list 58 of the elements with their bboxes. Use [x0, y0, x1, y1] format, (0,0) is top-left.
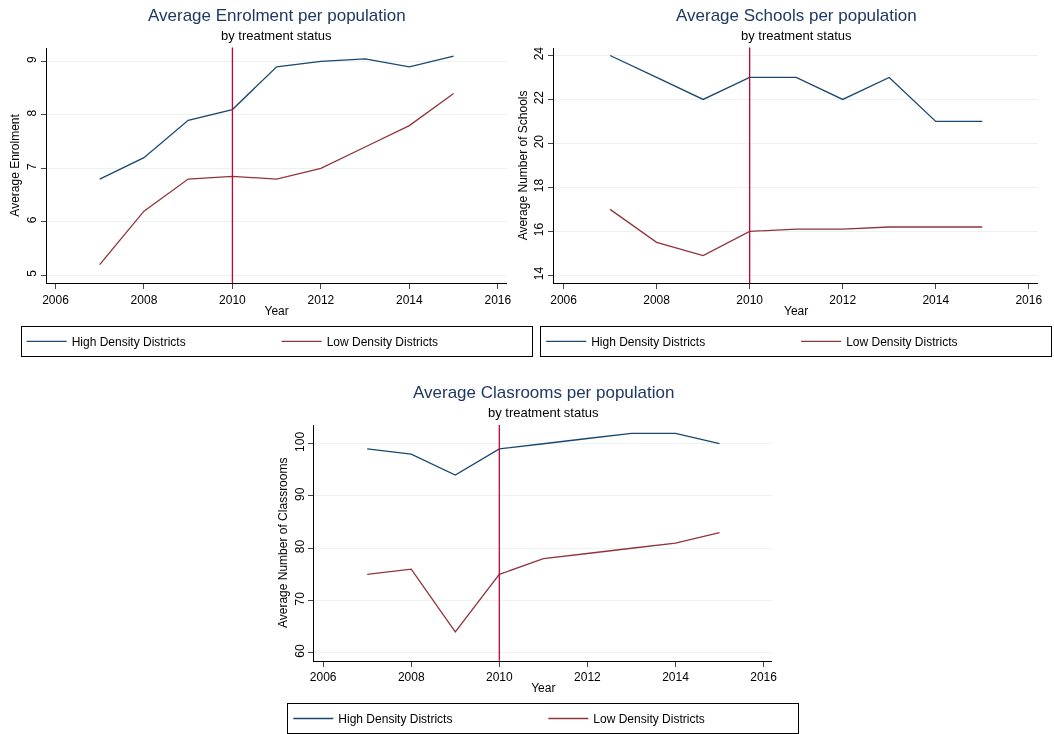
line-series [366, 531, 721, 633]
y-tick-label: 5 [24, 269, 39, 277]
y-tick-label: 7 [24, 162, 39, 170]
x-tick-label: 2012 [829, 292, 857, 307]
x-tick-label: 2008 [130, 292, 158, 307]
x-axis-title: Year [264, 303, 289, 318]
line-series [609, 208, 983, 257]
y-tick-label: 6 [24, 216, 39, 224]
y-axis-title: Average Number of Schools [515, 90, 530, 241]
y-tick-label: 16 [532, 222, 547, 237]
legend-label: Low Density Districts [326, 335, 439, 350]
x-axis-title: Year [531, 680, 556, 695]
y-tick-label: 14 [532, 266, 547, 281]
line-series [609, 54, 983, 123]
y-tick-label: 80 [292, 539, 307, 554]
x-tick-label: 2008 [397, 670, 425, 685]
x-tick-label: 2006 [309, 670, 337, 685]
x-tick-label: 2014 [396, 292, 424, 307]
legend-label: High Density Districts [338, 712, 453, 727]
line-series [366, 432, 721, 476]
y-tick-label: 24 [532, 46, 547, 61]
line-series [99, 55, 455, 180]
chart-title: Average Clasrooms per population [413, 383, 675, 402]
x-tick-label: 2010 [736, 292, 764, 307]
legend-label: Low Density Districts [593, 712, 705, 727]
y-tick-label: 70 [292, 591, 307, 606]
x-tick-label: 2012 [307, 292, 335, 307]
y-axis-title: Average Number of Classrooms [275, 457, 290, 629]
x-tick-label: 2016 [1015, 292, 1043, 307]
x-axis-title: Year [784, 303, 809, 318]
x-tick-label: 2010 [485, 670, 513, 685]
x-tick-label: 2016 [750, 670, 778, 685]
y-tick-label: 18 [532, 178, 547, 193]
y-tick-label: 90 [292, 487, 307, 501]
chart-title: Average Enrolment per population [148, 6, 406, 25]
legend-label: High Density Districts [71, 335, 186, 350]
y-tick-label: 60 [292, 644, 307, 658]
x-tick-label: 2010 [219, 292, 247, 307]
y-tick-label: 9 [24, 56, 39, 63]
legend-label: Low Density Districts [846, 335, 958, 350]
y-axis-title: Average Enrolment [8, 113, 23, 217]
y-tick-label: 100 [292, 431, 307, 452]
x-tick-label: 2016 [484, 292, 512, 307]
legend-label: High Density Districts [591, 335, 706, 350]
chart-subtitle: by treatment status [488, 405, 600, 420]
x-tick-label: 2006 [42, 292, 70, 307]
chart-subtitle: by treatment status [221, 28, 333, 43]
y-tick-label: 20 [532, 134, 547, 149]
line-series [99, 92, 455, 266]
x-tick-label: 2014 [922, 292, 950, 307]
y-tick-label: 22 [532, 90, 547, 105]
chart-title: Average Schools per population [676, 6, 917, 25]
x-tick-label: 2006 [550, 292, 578, 307]
x-tick-label: 2014 [662, 670, 690, 685]
chart-subtitle: by treatment status [741, 28, 853, 43]
x-tick-label: 2008 [643, 292, 671, 307]
y-tick-label: 8 [24, 109, 39, 117]
x-tick-label: 2012 [574, 670, 602, 685]
